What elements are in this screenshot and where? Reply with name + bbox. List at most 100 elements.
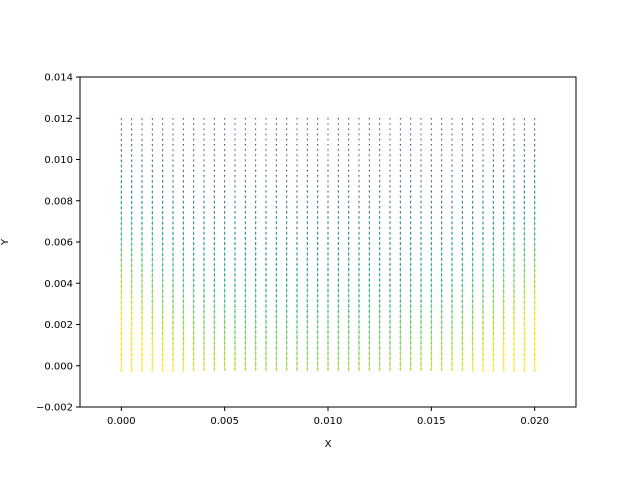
quiver-arrow-head — [440, 206, 443, 210]
quiver-arrow-head — [203, 196, 205, 199]
quiver-arrow-head — [399, 243, 402, 246]
quiver-arrow-head — [512, 333, 516, 336]
quiver-arrow-head — [399, 358, 402, 361]
quiver-arrow-head — [471, 337, 474, 341]
quiver-arrow-head — [523, 265, 526, 268]
quiver-arrow-head — [420, 269, 422, 273]
quiver-arrow-head — [441, 175, 443, 178]
quiver-arrow-head — [203, 285, 205, 288]
quiver-arrow-head — [244, 353, 247, 356]
quiver-arrow-head — [295, 368, 299, 372]
quiver-arrow-head — [358, 243, 360, 246]
quiver-arrow-head — [389, 206, 391, 210]
quiver-arrow-head — [192, 363, 195, 367]
quiver-arrow-head — [368, 123, 370, 126]
quiver-arrow-head — [357, 316, 361, 319]
quiver-arrow-head — [296, 164, 298, 168]
quiver-arrow-head — [203, 164, 205, 168]
quiver-arrow-head — [512, 322, 516, 326]
quiver-arrow-head — [430, 300, 433, 304]
quiver-arrow-head — [523, 238, 526, 242]
quiver-arrow-head — [420, 196, 422, 199]
quiver-arrow-head — [430, 311, 433, 314]
quiver-arrow-head — [368, 352, 371, 356]
quiver-arrow-head — [347, 279, 350, 283]
quiver-arrow-head — [513, 243, 515, 247]
quiver-arrow-head — [472, 138, 474, 142]
quiver-arrow-head — [523, 160, 526, 163]
quiver-arrow-head — [244, 217, 247, 220]
quiver-arrow-head — [130, 254, 133, 258]
quiver-arrow-head — [430, 248, 433, 252]
quiver-arrow-head — [296, 123, 298, 126]
quiver-arrow-head — [492, 165, 495, 168]
quiver-arrow-head — [120, 328, 123, 331]
quiver-arrow-head — [306, 290, 309, 293]
quiver-arrow-head — [255, 144, 257, 147]
quiver-arrow-head — [358, 258, 360, 262]
quiver-arrow-head — [285, 264, 288, 267]
quiver-arrow-head — [120, 181, 123, 184]
quiver-arrow-head — [502, 201, 505, 205]
quiver-arrow-head — [295, 342, 299, 346]
y-tick-label: 0.006 — [44, 238, 73, 249]
quiver-arrow-head — [234, 253, 236, 257]
quiver-arrow-head — [430, 353, 433, 356]
quiver-arrow-head — [388, 337, 392, 340]
quiver-arrow-head — [471, 306, 474, 309]
quiver-arrow-head — [368, 133, 370, 136]
quiver-arrow-head — [203, 222, 205, 226]
quiver-arrow-head — [471, 343, 474, 346]
quiver-arrow-head — [223, 238, 226, 241]
quiver-arrow-head — [161, 353, 164, 357]
quiver-arrow-head — [482, 196, 484, 200]
quiver-arrow-head — [461, 290, 464, 294]
quiver-arrow-head — [378, 190, 381, 194]
quiver-arrow-head — [533, 353, 536, 357]
quiver-arrow-head — [347, 321, 350, 325]
quiver-arrow-head — [389, 185, 391, 189]
quiver-arrow-head — [482, 264, 484, 268]
quiver-arrow-head — [141, 118, 143, 121]
quiver-arrow-head — [151, 338, 154, 341]
quiver-arrow-head — [203, 159, 205, 163]
quiver-arrow-head — [224, 138, 226, 142]
quiver-arrow-head — [512, 312, 516, 315]
quiver-arrow-head — [120, 207, 123, 211]
quiver-arrow-head — [161, 238, 164, 242]
quiver-arrow-head — [399, 300, 402, 304]
quiver-arrow-head — [172, 165, 174, 168]
quiver-arrow-head — [203, 253, 205, 257]
quiver-arrow-head — [503, 128, 505, 132]
quiver-arrow-head — [492, 144, 494, 147]
quiver-arrow-head — [140, 327, 144, 331]
quiver-arrow-head — [306, 128, 308, 131]
quiver-arrow-head — [213, 227, 216, 231]
quiver-arrow-head — [161, 369, 164, 372]
quiver-arrow-head — [223, 196, 226, 199]
quiver-arrow-head — [440, 196, 443, 199]
quiver-arrow-head — [213, 175, 215, 178]
quiver-arrow-head — [430, 128, 432, 131]
quiver-arrow-head — [512, 254, 516, 258]
quiver-arrow-head — [358, 305, 360, 309]
quiver-arrow-head — [233, 347, 237, 351]
quiver-arrow-head — [348, 149, 350, 152]
y-tick-label: 0.008 — [44, 196, 73, 207]
quiver-arrow-head — [224, 123, 226, 126]
quiver-arrow-head — [193, 164, 195, 168]
quiver-arrow-head — [409, 211, 412, 215]
quiver-arrow-head — [327, 264, 329, 267]
quiver-arrow-head — [141, 186, 143, 189]
quiver-arrow-head — [203, 201, 205, 205]
quiver-arrow-head — [161, 207, 164, 210]
quiver-arrow-head — [306, 123, 308, 126]
quiver-arrow-head — [265, 217, 267, 220]
quiver-arrow-head — [233, 358, 237, 361]
quiver-arrow-head — [347, 284, 350, 288]
quiver-arrow-head — [244, 316, 247, 320]
quiver-arrow-head — [512, 280, 516, 284]
quiver-arrow-head — [472, 165, 474, 168]
quiver-arrow-head — [120, 170, 123, 174]
quiver-arrow-head — [234, 190, 236, 194]
